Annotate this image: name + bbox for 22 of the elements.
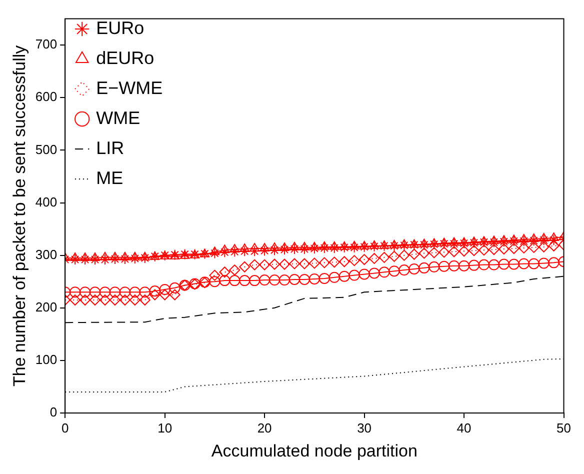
y-tick-label: 200	[35, 299, 58, 314]
x-tick-label: 30	[357, 420, 372, 436]
legend-label: LIR	[96, 138, 124, 158]
y-tick-label: 600	[35, 89, 58, 104]
x-axis-title: Accumulated node partition	[211, 441, 418, 460]
y-tick-label: 300	[35, 246, 58, 262]
legend-label: dEURo	[96, 48, 154, 68]
x-tick-label: 0	[61, 420, 69, 436]
legend-label: EURo	[96, 18, 144, 38]
y-tick-label: 400	[35, 194, 58, 210]
x-tick-label: 40	[456, 420, 472, 436]
y-tick-label: 700	[35, 36, 58, 52]
y-tick-label: 100	[35, 352, 58, 368]
y-axis-title: The number of packet to be sent successfully	[10, 44, 29, 386]
x-tick-label: 50	[556, 420, 572, 436]
y-tick-label: 0	[50, 404, 58, 420]
legend-label: E−WME	[96, 78, 163, 98]
y-tick-label: 500	[35, 142, 58, 157]
legend-label: WME	[96, 108, 140, 128]
x-tick-label: 20	[257, 420, 272, 436]
x-tick-label: 10	[158, 420, 172, 436]
legend-label: ME	[96, 168, 124, 188]
